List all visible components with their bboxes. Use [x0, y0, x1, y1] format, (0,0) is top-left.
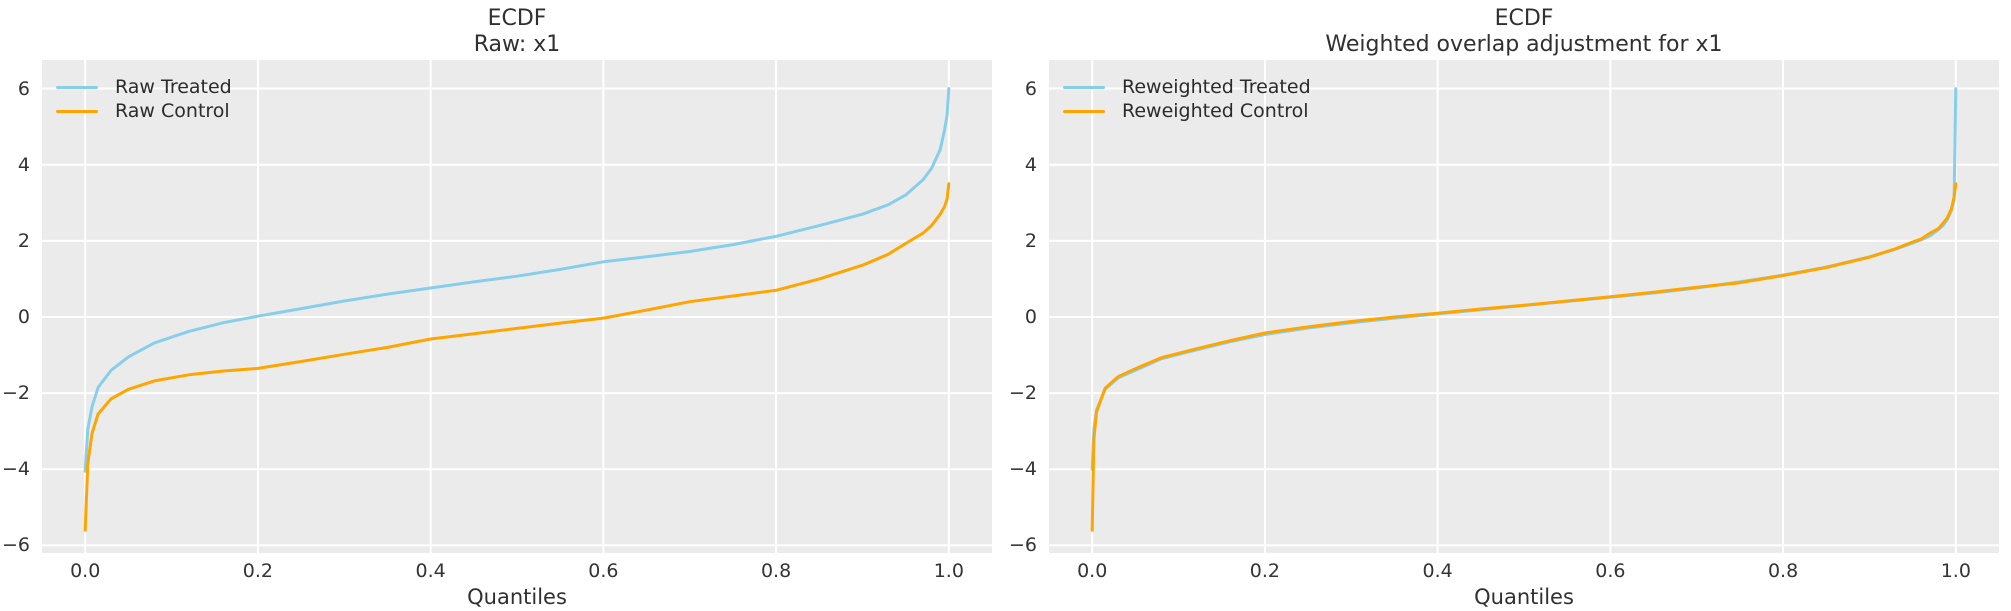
legend-label-reweighted-treated: Reweighted Treated — [1122, 76, 1311, 98]
left-plot-title: ECDF Raw: x1 — [42, 6, 992, 58]
y-tick-label: 0 — [17, 305, 30, 328]
x-tick-label: 1.0 — [933, 560, 964, 582]
y-tick-label: −6 — [1008, 534, 1037, 557]
x-tick-label: 0.0 — [70, 560, 101, 582]
y-tick-label: 2 — [17, 229, 30, 252]
right-plot-area: Reweighted Treated Reweighted Control 0.… — [1009, 60, 1999, 582]
control-line-swatch — [1063, 109, 1105, 113]
legend-label-raw-control: Raw Control — [115, 100, 230, 122]
y-tick-label: −2 — [1008, 382, 1037, 405]
right-plot-title-line1: ECDF — [1494, 6, 1554, 31]
curve-reweighted-control — [1090, 182, 1958, 532]
curve-raw-treated — [83, 87, 951, 473]
right-plot-title: ECDF Weighted overlap adjustment for x1 — [1049, 6, 1999, 58]
y-tick-label: −4 — [1008, 458, 1037, 481]
x-tick-label: 0.4 — [1422, 560, 1453, 582]
legend-label-reweighted-control: Reweighted Control — [1122, 100, 1309, 122]
x-tick-label: 0.8 — [760, 560, 792, 582]
right-legend: Reweighted Treated Reweighted Control — [1063, 75, 1311, 123]
left-legend: Raw Treated Raw Control — [56, 75, 232, 123]
y-tick-label: 4 — [1024, 153, 1037, 176]
left-plot-canvas — [42, 60, 992, 553]
y-tick-label: 4 — [17, 153, 30, 176]
x-tick-label: 0.2 — [1249, 560, 1281, 582]
x-tick-label: 0.6 — [1595, 560, 1626, 582]
x-tick-label: 0.8 — [1767, 560, 1799, 582]
x-tick-label: 1.0 — [1940, 560, 1971, 582]
curve-reweighted-treated — [1090, 87, 1958, 471]
legend-item-reweighted-control: Reweighted Control — [1063, 99, 1311, 123]
x-tick-label: 0.2 — [242, 560, 274, 582]
legend-item-reweighted-treated: Reweighted Treated — [1063, 75, 1311, 99]
legend-item-raw-treated: Raw Treated — [56, 75, 232, 99]
x-tick-label: 0.6 — [588, 560, 619, 582]
x-tick-label: 0.4 — [415, 560, 446, 582]
treated-line-swatch — [56, 85, 98, 89]
left-plot-area: Raw Treated Raw Control 0.0 0.2 0.4 0.6 0.8 1… — [2, 60, 992, 582]
control-line-swatch — [56, 109, 98, 113]
y-tick-label: −4 — [1, 458, 30, 481]
y-tick-label: 6 — [17, 77, 30, 100]
legend-label-raw-treated: Raw Treated — [115, 76, 232, 98]
right-plot-canvas — [1049, 60, 1999, 553]
x-tick-label: 0.0 — [1077, 560, 1108, 582]
treated-line-swatch — [1063, 85, 1105, 89]
y-tick-label: 6 — [1024, 77, 1037, 100]
left-x-axis-label: Quantiles — [467, 585, 567, 609]
left-plot-title-line1: ECDF — [487, 6, 547, 31]
y-tick-label: −2 — [1, 382, 30, 405]
right-x-axis-label: Quantiles — [1474, 585, 1574, 609]
legend-item-raw-control: Raw Control — [56, 99, 232, 123]
left-plot-title-line2: Raw: x1 — [473, 32, 561, 57]
y-tick-label: −6 — [1, 534, 30, 557]
y-tick-label: 2 — [1024, 229, 1037, 252]
curve-raw-control — [83, 182, 951, 532]
y-tick-label: 0 — [1024, 305, 1037, 328]
right-plot-title-line2: Weighted overlap adjustment for x1 — [1325, 32, 1723, 57]
